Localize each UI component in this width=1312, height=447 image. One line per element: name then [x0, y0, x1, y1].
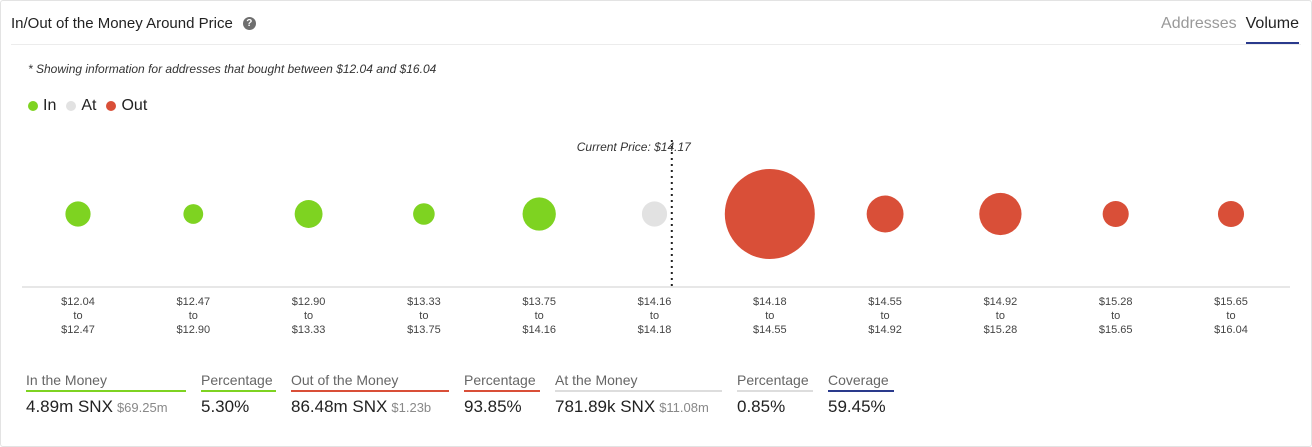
stat-label: In the Money: [26, 372, 186, 392]
bubble-in[interactable]: [413, 203, 435, 225]
widget-title: In/Out of the Money Around Price ?: [11, 15, 256, 32]
tick-label-connector: to: [535, 310, 544, 322]
tick-label-from: $13.33: [407, 296, 441, 308]
legend-label-at: At: [81, 97, 97, 114]
tick-label-connector: to: [1111, 310, 1120, 322]
tick-label-to: $15.65: [1099, 324, 1133, 336]
tick-label-connector: to: [996, 310, 1005, 322]
bubble-out[interactable]: [1102, 200, 1129, 228]
tick-label-connector: to: [881, 310, 890, 322]
tick-label-to: $14.55: [753, 324, 787, 336]
tick-label-from: $15.65: [1214, 296, 1248, 308]
tick-label-from: $14.18: [753, 296, 787, 308]
stat-value: 59.45%: [828, 397, 886, 416]
tick-label-to: $12.47: [61, 324, 95, 336]
bubble-out[interactable]: [866, 195, 904, 233]
stat-value: 0.85%: [737, 397, 786, 416]
stat-at-the-money: At the Money 781.89k SNX $11.08m: [555, 372, 722, 417]
stat-value: 5.30%: [201, 397, 250, 416]
tick-label-from: $15.28: [1099, 296, 1133, 308]
stat-value: 93.85%: [464, 397, 522, 416]
summary-stats: In the Money 4.89m SNX $69.25m Percentage…: [26, 372, 909, 417]
tick-label-from: $14.55: [868, 296, 902, 308]
stat-out-of-the-money: Out of the Money 86.48m SNX $1.23b: [291, 372, 449, 417]
stat-value: 781.89k SNX $11.08m: [555, 397, 709, 416]
legend-dot-out: [106, 101, 117, 111]
current-price-label: Current Price: $14.17: [577, 140, 692, 154]
stat-label: Coverage: [828, 372, 894, 392]
header-divider: [11, 44, 1301, 45]
stat-value: 86.48m SNX $1.23b: [291, 397, 432, 416]
stat-coverage: Coverage 59.45%: [828, 372, 894, 417]
bubble-in[interactable]: [522, 197, 556, 231]
bubble-out[interactable]: [979, 192, 1022, 236]
question-circle-icon[interactable]: ?: [242, 17, 256, 30]
tick-label-connector: to: [765, 310, 774, 322]
tick-label-from: $14.16: [638, 296, 672, 308]
bubble-out[interactable]: [1217, 200, 1245, 228]
stat-label: Percentage: [201, 372, 276, 392]
stat-at-percentage: Percentage 0.85%: [737, 372, 813, 417]
stat-in-percentage: Percentage 5.30%: [201, 372, 276, 417]
legend-item-out[interactable]: Out: [106, 97, 147, 115]
bubble-in[interactable]: [294, 200, 323, 228]
legend: In At Out: [28, 97, 157, 115]
tick-label-from: $12.04: [61, 296, 95, 308]
legend-item-in[interactable]: In: [28, 97, 56, 115]
tick-label-to: $15.28: [984, 324, 1018, 336]
tick-label-to: $13.75: [407, 324, 441, 336]
range-note: * Showing information for addresses that…: [28, 62, 437, 76]
legend-label-in: In: [43, 97, 57, 114]
legend-dot-at: [66, 101, 77, 111]
bubble-in[interactable]: [65, 201, 91, 227]
tab-volume[interactable]: Volume: [1245, 15, 1299, 44]
legend-dot-in: [28, 101, 38, 111]
tick-label-to: $14.16: [522, 324, 556, 336]
tick-label-from: $12.90: [292, 296, 326, 308]
tick-label-to: $12.90: [176, 324, 210, 336]
tick-label-connector: to: [419, 310, 428, 322]
tick-label-to: $14.92: [868, 324, 902, 336]
legend-item-at[interactable]: At: [66, 97, 96, 115]
bubble-out[interactable]: [724, 169, 815, 259]
tick-label-connector: to: [189, 310, 198, 322]
tick-label-from: $13.75: [522, 296, 556, 308]
stat-label: Percentage: [737, 372, 813, 392]
stat-label: Percentage: [464, 372, 540, 392]
bubble-at[interactable]: [641, 201, 668, 227]
tick-label-to: $14.18: [638, 324, 672, 336]
legend-label-out: Out: [121, 97, 148, 114]
tick-label-from: $12.47: [176, 296, 210, 308]
tick-label-connector: to: [304, 310, 313, 322]
tick-label-connector: to: [650, 310, 659, 322]
stat-in-the-money: In the Money 4.89m SNX $69.25m: [26, 372, 186, 417]
stat-label: Out of the Money: [291, 372, 449, 392]
tab-addresses[interactable]: Addresses: [1161, 15, 1237, 32]
bubble-chart: $12.04 to $12.47 $12.47 to $12.90 $12.90 to $13.…: [22, 140, 1290, 336]
title-text: In/Out of the Money Around Price: [11, 15, 233, 32]
stat-label: At the Money: [555, 372, 722, 392]
tick-label-from: $14.92: [984, 296, 1018, 308]
tick-label-to: $16.04: [1214, 324, 1248, 336]
tick-label-connector: to: [73, 310, 82, 322]
stat-value: 4.89m SNX $69.25m: [26, 397, 168, 416]
bubble-in[interactable]: [183, 204, 204, 224]
tick-label-connector: to: [1226, 310, 1235, 322]
stat-out-percentage: Percentage 93.85%: [464, 372, 540, 417]
tick-label-to: $13.33: [292, 324, 326, 336]
view-tabs: Addresses Volume: [1152, 15, 1299, 44]
